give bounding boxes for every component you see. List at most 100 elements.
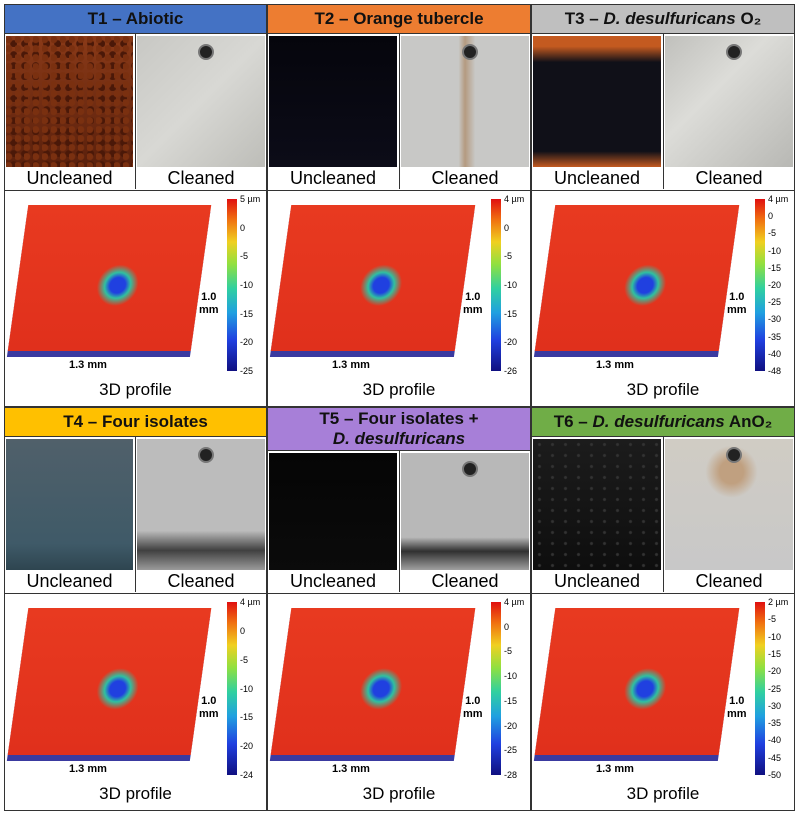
title-plain: Abiotic [125,9,184,28]
colorbar-tick: 0 [768,211,774,222]
uncleaned-photo [269,453,397,570]
profile-separator [267,593,531,594]
mounting-hole [462,461,479,477]
colorbar-tick: -28 [504,770,518,780]
title-prefix: T2 – [314,9,354,28]
x-dimension: 1.3 mm [332,359,370,371]
uncleaned-photo [533,36,661,167]
colorbar-tick: 5 µm [240,194,261,204]
mounting-hole [726,44,743,60]
colorbar-tick: -5 [504,646,513,657]
colorbar [227,199,237,371]
cleaned-photo [665,439,793,570]
uncleaned-photo [6,439,133,570]
title-plain: Four isolates [101,412,208,431]
photo-divider [399,451,400,592]
panel-title-t2: T2 – Orange tubercle [267,4,531,34]
y-dimension: 1.0 mm [199,291,219,317]
surface-profile [534,608,740,755]
colorbar-tick: -10 [504,280,518,290]
panel-title-line: T1 – Abiotic [88,9,184,29]
title-suffix: AnO₂ [724,412,773,431]
profile-separator [4,593,267,594]
mounting-hole [462,44,479,60]
colorbar-tick: 4 µm [504,597,525,607]
x-dimension: 1.3 mm [332,763,370,775]
title-prefix: T5 – [319,409,359,428]
colorbar-tick: -50 [768,770,782,780]
colorbar-tick: 4 µm [504,194,525,204]
title-plain: Four isolates + [358,409,479,428]
colorbar-tick: -45 [768,752,782,763]
y-dimension: 1.0 mm [727,291,747,317]
photo-divider [663,437,664,592]
y-dim-unit: mm [727,304,747,316]
mounting-hole [726,447,743,463]
y-dim-unit: mm [727,707,747,720]
colorbar-tick: -35 [768,331,782,342]
cleaned-label: Cleaned [167,571,235,591]
cleaned-label: Cleaned [167,168,235,188]
mounting-hole [198,44,215,60]
title-prefix: T4 – [63,412,102,431]
panel-title-t4: T4 – Four isolates [4,407,267,437]
colorbar-tick: 0 [504,222,510,233]
colorbar-tick: -15 [240,308,254,319]
panel-title-line: T4 – Four isolates [63,412,208,432]
colorbar-tick: -24 [240,770,254,780]
photo-divider [135,34,136,189]
colorbar-tick: -25 [504,745,518,756]
cleaned-photo [401,36,529,167]
colorbar-tick: -10 [240,280,254,290]
y-dimension: 1.0 mm [199,695,219,721]
colorbar-tick: -25 [768,683,782,694]
x-dimension: 1.3 mm [596,763,634,775]
colorbar [491,199,501,371]
panel-title-t5: T5 – Four isolates + D. desulfuricans [267,407,531,451]
profile-label: 3D profile [626,784,700,803]
colorbar-tick: -10 [768,631,782,642]
profile-label: 3D profile [99,380,172,399]
y-dim-value: 1.0 [465,291,481,303]
surface-profile [7,608,212,755]
colorbar-tick: -15 [768,648,782,659]
colorbar [755,602,765,775]
panel-title-line: T2 – Orange tubercle [314,9,483,29]
cleaned-label: Cleaned [431,168,499,188]
colorbar-tick: -10 [240,683,254,694]
photo-divider [663,34,664,189]
profile-separator [531,190,795,191]
x-dimension: 1.3 mm [596,359,634,371]
colorbar-tick: -20 [504,720,518,731]
title-suffix: O₂ [735,9,762,28]
colorbar-tick: -15 [768,262,782,273]
colorbar-tick: -20 [240,741,254,752]
x-dimension: 1.3 mm [69,763,107,775]
cleaned-label: Cleaned [695,571,763,591]
profile-label: 3D profile [99,784,172,803]
colorbar-tick: -15 [240,712,254,723]
colorbar-tick: -10 [504,671,518,682]
colorbar [755,199,765,371]
profile-separator [531,593,795,594]
colorbar-tick: -30 [768,700,782,711]
panel-title-t6: T6 – D. desulfuricans AnO₂ [531,407,795,437]
colorbar-tick: -20 [768,666,782,677]
y-dimension: 1.0 mm [463,695,483,721]
colorbar-tick: -40 [768,348,782,359]
colorbar-tick: -5 [240,654,249,665]
colorbar [227,602,237,775]
uncleaned-label: Uncleaned [26,168,113,188]
profile-label: 3D profile [362,380,436,399]
colorbar-tick: -5 [240,251,249,262]
colorbar-tick: -15 [504,695,518,706]
photo-divider [399,34,400,189]
panel-title-line: T5 – Four isolates + [319,409,478,429]
profile-label: 3D profile [626,380,700,399]
title-italic: D. desulfuricans [603,9,736,28]
profile-separator [4,190,267,191]
y-dim-unit: mm [199,304,219,316]
colorbar-tick: -5 [768,228,777,239]
uncleaned-label: Uncleaned [289,168,377,188]
figure-grid: T1 – Abiotic Uncleaned Cleaned 5 µm 0 -5 -10 -1… [4,4,795,811]
